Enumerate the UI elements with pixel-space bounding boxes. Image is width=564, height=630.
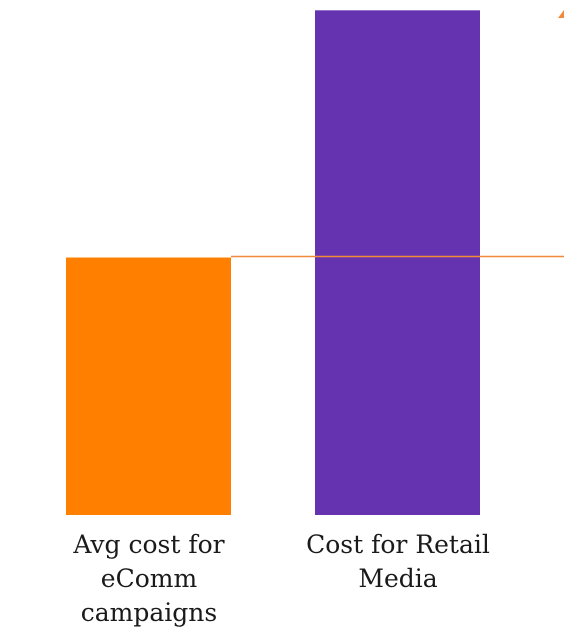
category-label-retail-media: Cost for Retail Media [306,530,490,593]
chart-marks [66,10,564,516]
category-label-ecomm: Avg cost for eComm campaigns [73,530,225,627]
bar-retail-media [315,10,480,516]
chart-svg [66,10,564,516]
bar-ecomm [66,257,231,515]
arrow-tip-icon [558,10,564,18]
